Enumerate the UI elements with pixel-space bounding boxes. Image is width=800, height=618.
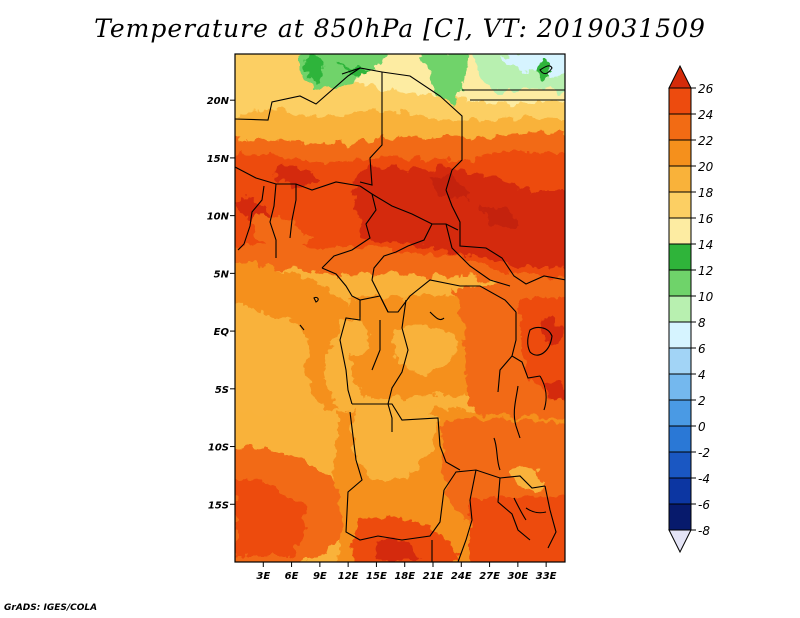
- colorbar-swatch: [668, 425, 692, 453]
- colorbar-swatch: [668, 87, 692, 115]
- colorbar-swatch: [668, 191, 692, 219]
- colorbar-swatch: [668, 477, 692, 505]
- colorbar-level-label: 20: [698, 160, 714, 174]
- colorbar-level-label: -4: [698, 472, 710, 486]
- colorbar-swatch: [668, 269, 692, 297]
- lon-tick-label: 15E: [366, 571, 387, 582]
- colorbar-swatch: [668, 243, 692, 271]
- lon-tick-label: 21E: [423, 571, 444, 582]
- lon-tick-label: 12E: [338, 571, 359, 582]
- colorbar-level-label: 0: [698, 420, 706, 434]
- colorbar-level-label: -6: [698, 498, 710, 512]
- colorbar-swatch: [668, 503, 692, 531]
- colorbar-level-label: 6: [698, 342, 706, 356]
- colorbar-swatch: [668, 113, 692, 141]
- colorbar-level-label: 12: [698, 264, 713, 278]
- colorbar-swatch: [668, 139, 692, 167]
- colorbar-level-label: 10: [698, 290, 714, 304]
- colorbar-level-label: -2: [698, 446, 710, 460]
- lat-tick-label: 15S: [208, 500, 229, 511]
- colorbar-level-label: 8: [698, 316, 706, 330]
- colorbar-swatch: [668, 347, 692, 375]
- colorbar-level-label: 24: [698, 108, 713, 122]
- colorbar-swatch: [668, 165, 692, 193]
- colorbar-level-label: 22: [698, 134, 713, 148]
- lon-tick-label: 9E: [313, 571, 327, 582]
- colorbar-level-label: -8: [698, 524, 710, 538]
- lon-tick-label: 3E: [256, 571, 270, 582]
- lat-tick-label: 5N: [214, 269, 230, 280]
- colorbar-lower-arrow: [668, 529, 692, 554]
- colorbar-level-label: 4: [698, 368, 706, 382]
- lat-tick-label: 10N: [207, 212, 230, 223]
- colorbar-swatch: [668, 295, 692, 323]
- colorbar-level-label: 26: [698, 82, 714, 96]
- lon-tick-label: 24E: [451, 571, 472, 582]
- colorbar-level-label: 16: [698, 212, 714, 226]
- colorbar-level-label: 18: [698, 186, 714, 200]
- lat-tick-label: 10S: [208, 443, 229, 454]
- longitude-axis: 3E 6E 9E 12E 15E 18E 21E 24E 27E 30E 33E: [256, 562, 557, 582]
- chart-title: Temperature at 850hPa [C], VT: 201903150…: [94, 14, 706, 43]
- temperature-field: [235, 54, 565, 562]
- colorbar-swatch: [668, 321, 692, 349]
- latitude-axis: 20N 15N 10N 5N EQ 5S 10S 15S: [207, 96, 235, 511]
- lon-tick-label: 18E: [394, 571, 415, 582]
- country-borders: [235, 65, 565, 562]
- grads-credit: GrADS: IGES/COLA: [4, 603, 98, 613]
- lat-tick-label: 20N: [207, 96, 230, 107]
- colorbar-upper-arrow: [668, 64, 692, 89]
- colorbar-level-label: 2: [698, 394, 706, 408]
- colorbar-swatch: [668, 373, 692, 401]
- lon-tick-label: 27E: [479, 571, 500, 582]
- colorbar-swatch: [668, 451, 692, 479]
- lat-tick-label: EQ: [214, 327, 230, 338]
- colorbar-level-label: 14: [698, 238, 713, 252]
- colorbar-swatch: [668, 399, 692, 427]
- colorbar-swatch: [668, 217, 692, 245]
- lon-tick-label: 30E: [507, 571, 528, 582]
- lat-tick-label: 5S: [215, 385, 229, 396]
- lon-tick-label: 33E: [536, 571, 557, 582]
- lon-tick-label: 6E: [285, 571, 299, 582]
- lat-tick-label: 15N: [207, 154, 230, 165]
